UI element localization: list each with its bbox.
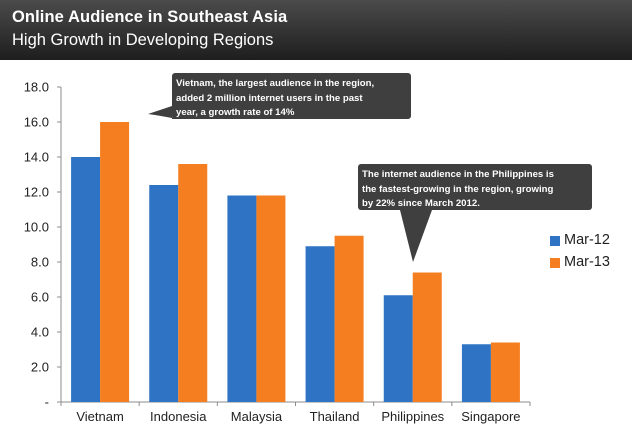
callout-line: year, a growth rate of 14%	[176, 107, 295, 118]
page-title: Online Audience in Southeast Asia	[12, 8, 288, 26]
y-tick-label: 18.0	[24, 80, 49, 95]
callout-tail	[400, 210, 432, 262]
x-tick-label: Thailand	[310, 409, 360, 424]
page-subtitle: High Growth in Developing Regions	[12, 31, 274, 49]
y-tick-label: 10.0	[24, 220, 49, 235]
callout-line: added 2 million internet users in the pa…	[176, 92, 363, 104]
bar-mar-12-singapore	[461, 344, 491, 402]
vietnam-callout-text: Vietnam, the largest audience in the reg…	[176, 77, 374, 121]
x-tick-label: Indonesia	[150, 409, 207, 424]
callout-line: Vietnam, the largest audience in the reg…	[176, 78, 375, 89]
legend-label-mar12: Mar-12	[564, 232, 610, 248]
bar-mar-12-philippines	[383, 295, 413, 402]
y-tick-label: 4.0	[31, 325, 49, 340]
x-tick-label: Philippines	[381, 409, 444, 424]
bar-mar-13-indonesia	[178, 164, 208, 402]
bar-mar-12-indonesia	[149, 185, 179, 402]
y-tick-label: 8.0	[31, 255, 49, 270]
callout-tail	[150, 108, 172, 118]
bar-mar-13-malaysia	[256, 195, 286, 402]
y-tick-label: 6.0	[31, 290, 49, 305]
y-tick-label: -	[45, 395, 49, 410]
x-tick-label: Vietnam	[76, 409, 123, 424]
callout-bubble	[172, 73, 411, 119]
header-banner: Online Audience in Southeast Asia High G…	[0, 0, 632, 60]
y-tick-label: 2.0	[31, 360, 49, 375]
legend-label-mar13: Mar-13	[564, 254, 610, 270]
bar-mar-13-philippines	[412, 272, 442, 402]
bar-mar-12-malaysia	[227, 195, 257, 402]
bar-mar-12-thailand	[305, 246, 335, 402]
bar-mar-13-singapore	[490, 342, 520, 402]
callout-bubble	[358, 164, 592, 210]
x-tick-label: Malaysia	[231, 409, 283, 424]
y-tick-label: 14.0	[24, 150, 49, 165]
philippines-callout-text: The internet audience in the Philippines…	[362, 168, 554, 212]
bar-mar-12-vietnam	[71, 157, 101, 402]
y-tick-label: 16.0	[24, 115, 49, 130]
callout-line: The internet audience in the Philippines…	[362, 169, 554, 180]
x-tick-label: Singapore	[461, 409, 520, 424]
legend-swatch-mar12	[550, 236, 560, 246]
bar-mar-13-thailand	[334, 235, 364, 402]
legend-swatch-mar13	[550, 258, 560, 268]
callout-line: by 22% since March 2012.	[362, 198, 480, 209]
y-tick-label: 12.0	[24, 185, 49, 200]
bar-mar-13-vietnam	[100, 122, 130, 402]
callout-line: the fastest-growing in the region, growi…	[362, 183, 554, 195]
